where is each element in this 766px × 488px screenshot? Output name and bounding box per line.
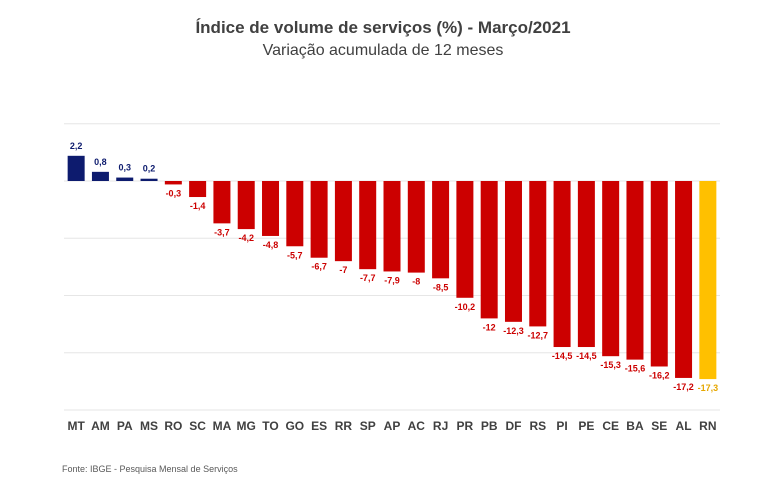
tick-label-mt: MT: [67, 419, 85, 433]
bar-sc: [189, 181, 207, 198]
bar-ce: [602, 181, 620, 357]
value-labels: 2,2 0,8 0,3 0,2 -0,3 -1,4 -3,7 -4,2 -4,8 -5,7 -6,7…: [70, 141, 718, 393]
value-label-sc: -1,4: [190, 201, 206, 211]
value-label-pa: 0,3: [118, 163, 131, 173]
tick-label-pa: PA: [117, 419, 133, 433]
tick-label-pi: PI: [556, 419, 567, 433]
bar-rn: [699, 181, 717, 380]
value-label-pe: -14,5: [576, 351, 597, 361]
tick-label-ac: AC: [408, 419, 426, 433]
value-label-mt: 2,2: [70, 141, 83, 151]
tick-label-mg: MG: [237, 419, 256, 433]
bar-es: [310, 181, 328, 258]
bar-al: [675, 181, 693, 378]
value-label-ac: -8: [412, 277, 420, 287]
value-label-pb: -12: [483, 322, 496, 332]
bar-pa: [116, 177, 134, 181]
bar-ms: [140, 178, 158, 181]
value-label-es: -6,7: [311, 262, 327, 272]
bar-am: [91, 171, 109, 181]
tick-label-go: GO: [285, 419, 304, 433]
bar-pb: [480, 181, 498, 319]
value-label-rn: -17,3: [698, 383, 719, 393]
value-label-df: -12,3: [503, 326, 524, 336]
bar-pr: [456, 181, 474, 298]
value-label-to: -4,8: [263, 240, 279, 250]
bar-ac: [407, 181, 425, 273]
tick-label-to: TO: [262, 419, 278, 433]
bar-sp: [359, 181, 377, 270]
tick-label-ms: MS: [140, 419, 158, 433]
tick-label-ro: RO: [164, 419, 182, 433]
tick-label-se: SE: [651, 419, 667, 433]
bar-rs: [529, 181, 547, 327]
tick-label-ap: AP: [384, 419, 401, 433]
chart-subtitle: Variação acumulada de 12 meses: [262, 42, 504, 59]
value-label-go: -5,7: [287, 250, 303, 260]
value-label-ma: -3,7: [214, 227, 230, 237]
x-tick-labels: MT AM PA MS RO SC MA MG TO GO ES RR SP AP AC RJ PR PB DF RS…: [67, 419, 716, 433]
value-label-se: -16,2: [649, 370, 670, 380]
bar-ba: [626, 181, 644, 360]
value-label-mg: -4,2: [238, 233, 254, 243]
tick-label-df: DF: [505, 419, 521, 433]
value-label-sp: -7,7: [360, 273, 376, 283]
bar-rr: [334, 181, 352, 262]
bar-pi: [553, 181, 571, 348]
tick-label-rj: RJ: [433, 419, 448, 433]
chart-title: Índice de volume de serviços (%) - Março…: [195, 18, 571, 37]
value-label-pi: -14,5: [552, 351, 573, 361]
value-label-al: -17,2: [673, 382, 694, 392]
value-label-rj: -8,5: [433, 282, 449, 292]
tick-label-al: AL: [676, 419, 692, 433]
source-note: Fonte: IBGE - Pesquisa Mensal de Serviço…: [62, 464, 238, 474]
value-label-pr: -10,2: [455, 302, 476, 312]
tick-label-rs: RS: [529, 419, 546, 433]
bar-to: [262, 181, 280, 236]
tick-label-pb: PB: [481, 419, 498, 433]
value-label-ba: -15,6: [625, 364, 646, 374]
value-label-ms: 0,2: [143, 164, 156, 174]
value-label-ce: -15,3: [600, 360, 621, 370]
tick-label-sp: SP: [360, 419, 376, 433]
bar-pe: [577, 181, 595, 348]
value-label-ap: -7,9: [384, 275, 400, 285]
tick-label-sc: SC: [189, 419, 206, 433]
bar-go: [286, 181, 304, 247]
bars: [67, 155, 717, 380]
tick-label-pe: PE: [578, 419, 594, 433]
tick-label-am: AM: [91, 419, 110, 433]
value-label-ro: -0,3: [166, 188, 182, 198]
bar-mg: [237, 181, 255, 230]
bar-mt: [67, 155, 85, 181]
tick-label-rr: RR: [335, 419, 353, 433]
tick-label-ba: BA: [626, 419, 644, 433]
bar-df: [504, 181, 522, 322]
value-label-rs: -12,7: [528, 330, 549, 340]
tick-label-ce: CE: [602, 419, 619, 433]
bar-ro: [164, 181, 182, 185]
bar-ap: [383, 181, 401, 272]
tick-label-es: ES: [311, 419, 327, 433]
value-label-am: 0,8: [94, 157, 107, 167]
value-label-rr: -7: [339, 265, 347, 275]
bar-rj: [432, 181, 450, 279]
bar-ma: [213, 181, 231, 224]
bar-se: [650, 181, 668, 367]
tick-label-pr: PR: [457, 419, 474, 433]
tick-label-rn: RN: [699, 419, 716, 433]
tick-label-ma: MA: [213, 419, 232, 433]
